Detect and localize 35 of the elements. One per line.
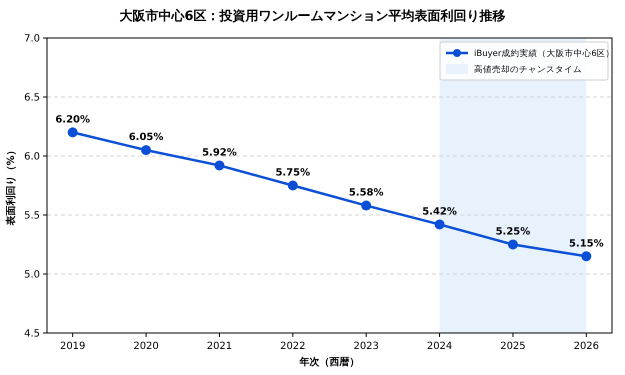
data-label: 6.20% — [55, 114, 90, 126]
y-tick-label: 5.0 — [24, 270, 40, 280]
data-label: 5.75% — [275, 168, 310, 178]
legend-label: iBuyer成約実績（大阪市中心6区） — [474, 48, 615, 59]
y-tick-label: 7.0 — [24, 34, 40, 44]
x-tick-label: 2025 — [500, 341, 526, 352]
x-tick-label: 2019 — [60, 341, 86, 352]
y-tick-label: 6.5 — [24, 92, 40, 104]
data-label: 5.42% — [422, 206, 457, 218]
point — [581, 251, 592, 262]
point — [141, 145, 152, 156]
point — [508, 240, 518, 250]
x-tick-label: 2022 — [280, 341, 306, 352]
data-label: 5.58% — [348, 188, 384, 199]
x-tick-label: 2023 — [353, 341, 379, 352]
data-label: 5.25% — [496, 226, 530, 238]
point — [68, 127, 78, 138]
x-tick-label: 2026 — [574, 341, 600, 352]
data-label: 5.15% — [568, 238, 604, 250]
data-label: 5.92% — [202, 147, 237, 158]
x-axis-title: 年次（西暦） — [298, 356, 360, 368]
chart-title: 大阪市中心6区：投資用ワンルームマンション平均表面利回り推移 — [119, 8, 506, 24]
y-tick-label: 4.5 — [24, 328, 40, 340]
point — [214, 160, 224, 170]
x-tick-label: 2020 — [133, 341, 159, 352]
y-tick-label: 5.5 — [24, 210, 40, 222]
band-label: 高値売却のチャンスタイム — [474, 64, 582, 75]
point — [361, 200, 372, 211]
point — [288, 180, 298, 190]
point — [434, 219, 445, 230]
data-label: 6.05% — [128, 132, 164, 144]
y-axis-title: 表面利回り（%） — [5, 145, 17, 227]
x-tick-label: 2024 — [426, 341, 452, 352]
x-tick-label: 2021 — [206, 341, 232, 352]
y-tick-label: 6.0 — [24, 152, 40, 162]
